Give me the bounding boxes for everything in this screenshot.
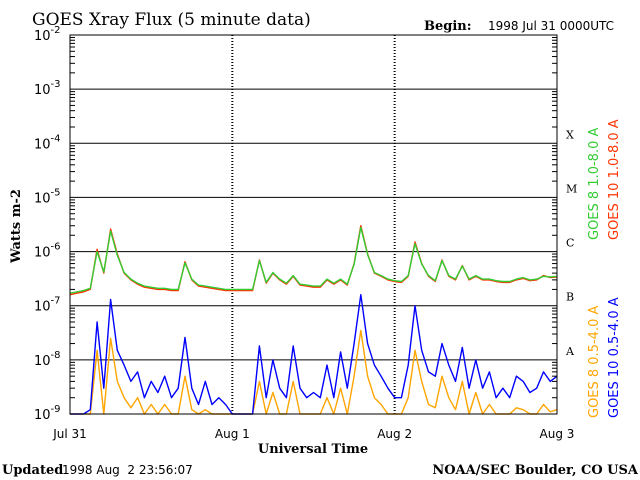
begin-label: Begin: <box>424 19 472 34</box>
series-line <box>69 226 558 294</box>
updated-value: 1998 Aug 2 23:56:07 <box>62 463 193 477</box>
x-tick-label: Aug 1 <box>215 427 250 441</box>
x-axis-label: Universal Time <box>258 442 368 457</box>
flare-class-label: A <box>565 345 575 358</box>
updated-label: Updated <box>2 463 63 478</box>
legend: GOES 8 1.0-8.0 A GOES 10 1.0-8.0 A GOES 8 … <box>587 119 622 418</box>
x-axis-ticks: Jul 31 Aug 1 Aug 2 Aug 3 <box>52 427 574 441</box>
series-line <box>70 329 558 415</box>
grid-lines <box>70 34 557 415</box>
credit-text: NOAA/SEC Boulder, CO USA <box>432 463 639 478</box>
flare-class-labels: A B C M X <box>565 128 577 358</box>
chart-title: GOES Xray Flux (5 minute data) <box>32 10 311 30</box>
flare-class-label: B <box>566 291 574 304</box>
y-tick-label: 10-3 <box>34 79 61 98</box>
series-lines <box>69 224 558 415</box>
y-tick-exponent: -7 <box>51 296 61 307</box>
x-tick-label: Aug 2 <box>377 427 412 441</box>
flare-class-label: M <box>566 182 577 195</box>
series-line <box>69 224 558 296</box>
legend-entry: GOES 8 1.0-8.0 A <box>587 128 602 240</box>
y-tick-exponent: -8 <box>51 350 61 361</box>
y-tick-label: 10-9 <box>34 404 61 423</box>
y-tick-label: 10-5 <box>34 187 61 206</box>
y-tick-exponent: -3 <box>51 79 61 90</box>
y-tick-label: 10-4 <box>34 133 61 152</box>
y-tick-exponent: -5 <box>51 187 61 198</box>
legend-entry: GOES 10 1.0-8.0 A <box>607 119 622 240</box>
y-tick-exponent: -6 <box>51 242 61 253</box>
x-tick-label: Jul 31 <box>52 427 87 441</box>
plot-frame <box>69 34 558 415</box>
y-tick-label: 10-6 <box>34 242 61 261</box>
y-tick-exponent: -2 <box>51 25 61 36</box>
y-tick-label: 10-8 <box>34 350 61 369</box>
y-axis-label: Watts m-2 <box>9 189 24 264</box>
legend-entry: GOES 8 0.5-4.0 A <box>587 306 602 418</box>
flare-class-label: X <box>566 128 574 141</box>
y-tick-exponent: -9 <box>51 404 61 415</box>
series-line <box>70 294 558 415</box>
y-tick-exponent: -4 <box>51 133 61 144</box>
legend-entry: GOES 10 0.5-4.0 A <box>607 297 622 418</box>
y-tick-label: 10-7 <box>34 296 61 315</box>
x-tick-label: Aug 3 <box>540 427 575 441</box>
begin-value: 1998 Jul 31 0000UTC <box>488 19 614 33</box>
flare-class-label: C <box>566 237 574 250</box>
